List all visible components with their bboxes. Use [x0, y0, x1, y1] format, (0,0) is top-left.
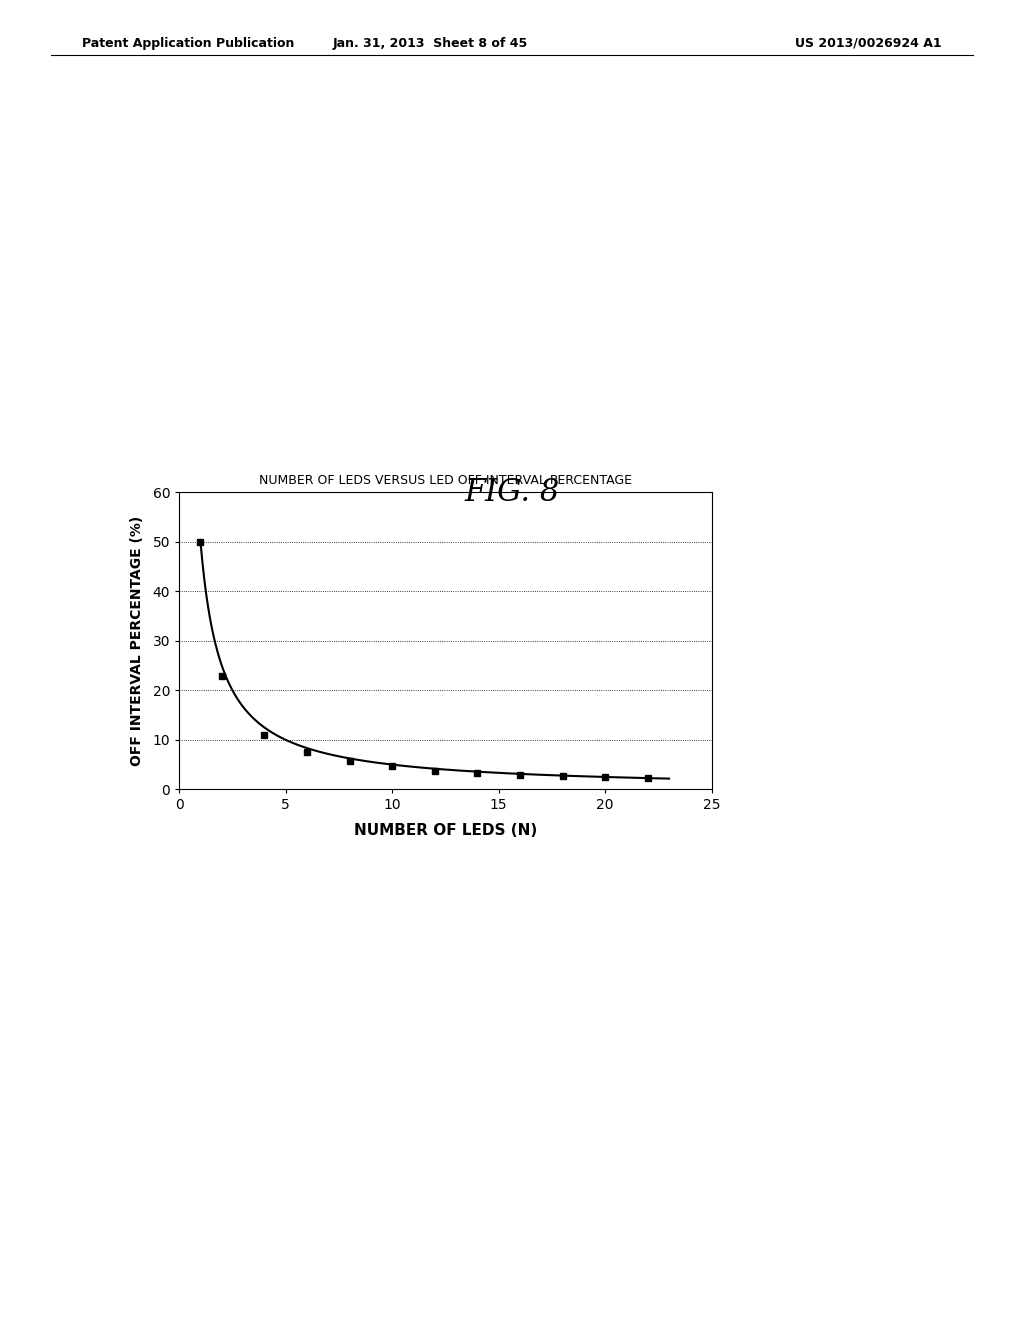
Text: Patent Application Publication: Patent Application Publication	[82, 37, 294, 50]
Text: US 2013/0026924 A1: US 2013/0026924 A1	[796, 37, 942, 50]
Title: NUMBER OF LEDS VERSUS LED OFF INTERVAL PERCENTAGE: NUMBER OF LEDS VERSUS LED OFF INTERVAL P…	[259, 474, 632, 487]
X-axis label: NUMBER OF LEDS (N): NUMBER OF LEDS (N)	[354, 824, 537, 838]
Y-axis label: OFF INTERVAL PERCENTAGE (%): OFF INTERVAL PERCENTAGE (%)	[130, 516, 144, 766]
Text: Jan. 31, 2013  Sheet 8 of 45: Jan. 31, 2013 Sheet 8 of 45	[333, 37, 527, 50]
Text: FIG. 8: FIG. 8	[464, 478, 560, 508]
